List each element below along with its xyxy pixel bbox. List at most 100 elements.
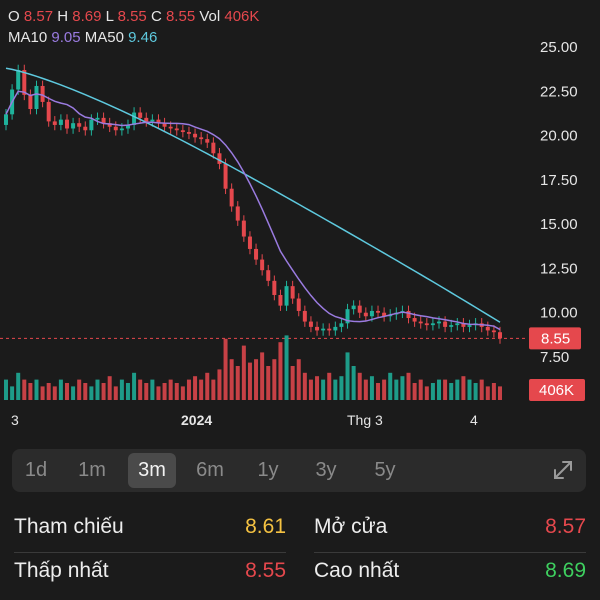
volume-bar [339,376,344,400]
volume-bar [400,376,405,400]
candle-body [260,259,265,271]
reference-label: Tham chiếu [14,515,124,538]
volume-bar [162,383,167,400]
candle-body [424,323,429,326]
candle-body [485,326,490,331]
candle-body [119,128,124,131]
x-tick: 3 [11,412,19,428]
volume-bar [241,345,246,400]
volume-bar [308,379,313,400]
volume-bar [144,383,149,400]
candle-body [71,123,76,129]
volume-bar [156,386,161,400]
y-tick-label: 12.50 [540,260,578,277]
candle-body [205,139,210,143]
candle-body [339,323,344,327]
candle-body [412,318,417,322]
volume-bar [290,366,295,400]
volume-bar [4,379,8,400]
y-tick-label: 10.00 [540,305,578,322]
volume-bar [125,383,130,400]
volume-bar [254,359,259,400]
volume-tag-label: 406K [539,382,574,399]
volume-bar [174,383,179,400]
volume-bar [132,372,137,400]
volume-bar [461,376,466,400]
high-price-value: 8.69 [545,559,586,582]
volume-bar [266,366,271,400]
candle-body [132,112,137,125]
tab-3m[interactable]: 3m [128,453,176,488]
volume-bar [107,376,112,400]
candle-body [46,101,51,122]
volume-bar [406,372,411,400]
candle-body [235,206,240,221]
ma50-value: 9.46 [128,29,158,46]
tab-3y[interactable]: 3y [315,459,337,481]
volume-bar [64,383,69,400]
volume-bar [83,383,88,400]
y-tick-label: 22.50 [540,83,578,100]
candle-body [284,286,289,306]
candle-body [113,126,118,131]
volume-bar [229,359,234,400]
price-chart[interactable]: 25.00 22.50 20.00 17.50 15.00 12.50 10.00 7.50 8… [0,0,600,440]
low-price-label: Thấp nhất [14,559,109,582]
candle-body [498,332,502,339]
volume-bar [424,386,429,400]
volume-bar [357,372,362,400]
candle-body [369,310,374,317]
volume-bar [89,386,94,400]
expand-icon[interactable] [550,457,576,483]
ma10-line [5,90,501,331]
tab-5y[interactable]: 5y [374,459,396,481]
candle-body [125,124,130,129]
candle-body [4,114,8,125]
volume-bar [119,379,124,400]
volume-bar [168,379,173,400]
candle-body [52,121,57,125]
volume-bar [321,379,326,400]
volume-bar [193,376,198,400]
volume-bar [473,383,478,400]
candle-body [278,295,283,306]
candle-body [199,137,204,140]
candle-body [150,119,155,122]
open-price-label: Mở cửa [314,515,388,538]
candle-body [418,321,423,324]
tab-1m[interactable]: 1m [78,459,106,481]
volume-bar [247,362,252,400]
y-tick-label: 20.00 [540,128,578,145]
volume-bar [363,379,368,400]
candle-body [241,220,246,237]
candle-body [467,325,472,327]
volume-bar [138,379,143,400]
x-axis: 3 2024 Thg 3 4 [0,412,600,432]
candle-body [138,112,143,118]
volume-bar [467,379,472,400]
tab-6m[interactable]: 6m [196,459,224,481]
tab-1y[interactable]: 1y [257,459,279,481]
candle-body [357,305,362,313]
volume-bar [418,379,423,400]
candle-body [254,248,259,260]
volume-bar [296,359,301,400]
candle-body [186,132,191,134]
volume-bar [437,379,442,400]
candle-body [272,280,277,295]
ma10-value: 9.05 [51,29,81,46]
candle-body [443,321,448,327]
candle-body [449,325,454,327]
volume-bar [443,379,448,400]
candle-body [58,119,63,125]
volume-bar [394,379,399,400]
high-price-label: Cao nhất [314,559,400,582]
candle-body [247,236,252,249]
volume-bar [223,338,228,400]
open-price-value: 8.57 [545,515,586,538]
volume-bar [315,376,320,400]
volume-bar [235,366,240,400]
candle-body [461,323,466,327]
tab-1d[interactable]: 1d [24,459,48,481]
ma10-label: MA10 [8,29,48,46]
